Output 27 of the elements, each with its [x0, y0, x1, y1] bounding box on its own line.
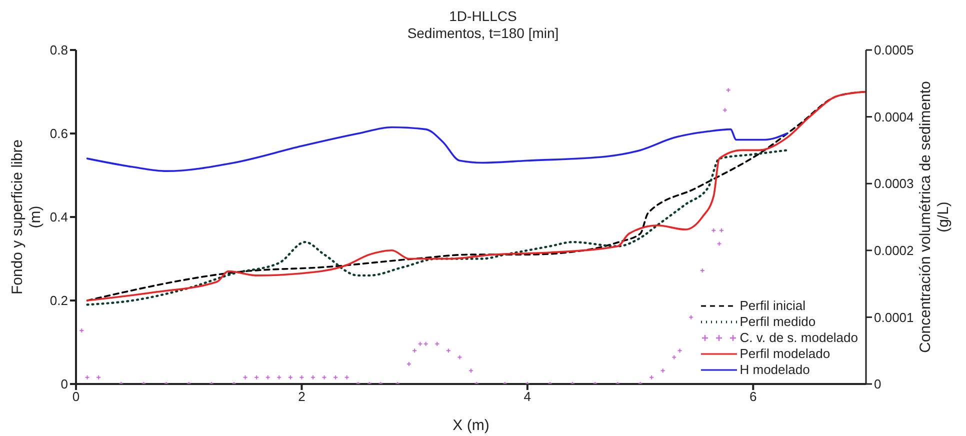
y-tick-label: 0.4 [50, 210, 68, 225]
legend-label: Perfil modelado [740, 346, 830, 362]
y2-tick-label: 0.0002 [874, 243, 914, 258]
y-tick-label: 0.2 [50, 293, 68, 308]
x-tick-label: 0 [72, 389, 80, 404]
y-axis-title: Fondo y superficie libre (m) [9, 139, 44, 295]
legend-label: Perfil inicial [740, 298, 806, 314]
chart-subtitle: Sedimentos, t=180 [min] [406, 25, 560, 42]
chart-title: 1D-HLLCS [448, 8, 518, 25]
x-tick-label: 2 [298, 389, 306, 404]
y2-axis-title: Concentración volumétrica de sedimento (g/L) [917, 81, 952, 353]
y2-tick-label: 0.0004 [874, 109, 914, 124]
y2-tick-label: 0.0005 [874, 42, 914, 58]
y2-tick-label: 0 [874, 376, 882, 392]
y-tick-label: 0.6 [50, 126, 68, 142]
x-axis-title: X (m) [452, 417, 490, 434]
x-tick-label: 6 [750, 389, 757, 404]
x-tick-label: 4 [524, 389, 532, 404]
line-series [86, 90, 866, 302]
y2-tick-label: 0.0003 [874, 176, 914, 192]
line-series [86, 126, 788, 172]
legend-label: C. v. de s. modelado [740, 330, 858, 346]
legend-label: Perfil medido [740, 314, 816, 330]
legend-label: H modelado [740, 362, 810, 378]
y-tick-label: 0 [60, 376, 68, 392]
y2-tick-label: 0.0001 [874, 310, 914, 325]
y-tick-label: 0.8 [50, 42, 68, 58]
